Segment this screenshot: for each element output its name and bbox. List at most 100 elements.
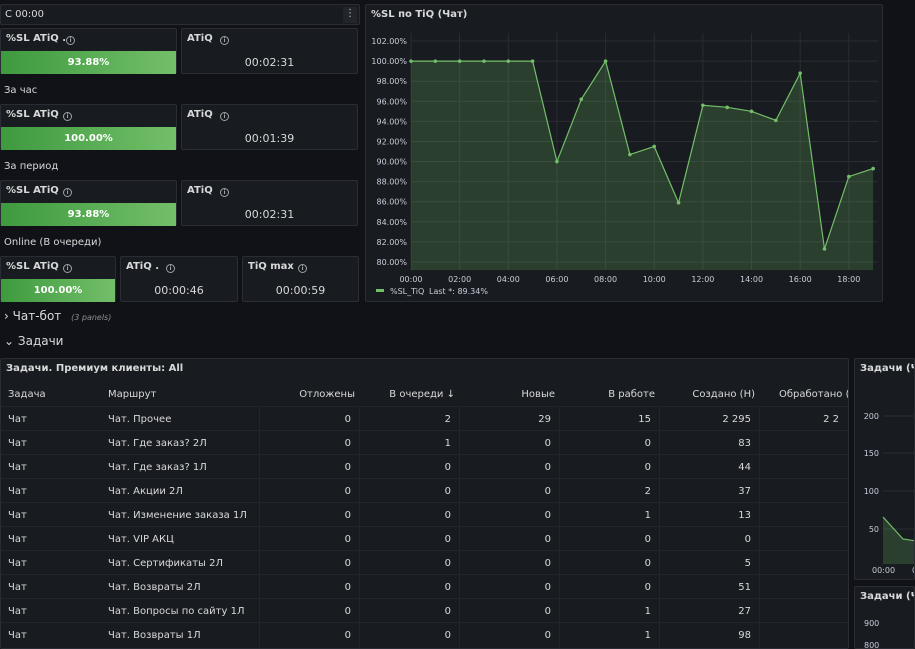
info-icon[interactable]: i	[298, 264, 307, 273]
y-tick-label: 84.00%	[376, 218, 407, 227]
column-divider	[359, 455, 360, 479]
table-cell: 2 2	[823, 414, 839, 425]
data-point	[506, 59, 511, 63]
column-divider	[659, 455, 660, 479]
table-cell: 27	[738, 606, 751, 617]
info-icon[interactable]: i	[63, 264, 72, 273]
data-point	[628, 152, 632, 157]
table-row[interactable]: Чат Чат. Прочее 0 2 29 15 2 295 2 2	[1, 406, 848, 431]
table-row[interactable]: Чат Чат. VIP АКЦ 0 0 0 0 0	[1, 526, 848, 551]
table-row[interactable]: Чат Чат. Сертификаты 2Л 0 0 0 0 5	[1, 550, 848, 575]
column-divider	[759, 503, 760, 527]
table-row[interactable]: Чат Чат. Вопросы по сайту 1Л 0 0 0 1 27	[1, 598, 848, 623]
column-divider	[759, 407, 760, 431]
table-cell: Чат. Акции 2Л	[108, 486, 183, 497]
series-line	[882, 516, 914, 542]
column-divider	[659, 479, 660, 503]
column-divider	[559, 623, 560, 647]
column-divider	[659, 431, 660, 455]
column-header[interactable]: Новые	[521, 389, 555, 400]
table-row[interactable]: Чат Чат. Где заказ? 1Л 0 0 0 0 44	[1, 454, 848, 479]
column-header[interactable]: В работе	[608, 389, 655, 400]
time-range-label: С 00:00	[5, 9, 44, 20]
column-divider	[459, 503, 460, 527]
data-point	[871, 166, 875, 171]
tasks-table-panel: Задачи. Премиум клиенты: All Задача Маршр…	[0, 358, 849, 649]
right-panel-tasks-chat-2: Задачи (Чат 900 800	[854, 586, 915, 649]
info-icon[interactable]: i	[63, 188, 72, 197]
table-cell: 0	[444, 630, 451, 641]
stat-panel-atiq-3: ATiQ i 00:02:31	[181, 180, 358, 226]
table-row[interactable]: Чат Чат. Изменение заказа 1Л 0 0 0 1 13	[1, 502, 848, 527]
stat-value: 00:02:31	[244, 56, 295, 69]
gauge-bar: 100.00%	[1, 279, 115, 302]
row-tasks-label: Задачи	[17, 334, 64, 348]
x-tick-label: 04:00	[497, 275, 520, 284]
stat-panel-atiq-1: ATiQ i 00:02:31	[181, 28, 358, 74]
section-label-hour: За час	[4, 85, 38, 96]
info-icon[interactable]: i	[220, 188, 229, 197]
info-icon[interactable]: i	[220, 112, 229, 121]
info-icon[interactable]: i	[220, 36, 229, 45]
row-tasks[interactable]: ⌄ Задачи	[4, 334, 63, 348]
legend-last: Last *: 89.34%	[429, 287, 488, 296]
y-tick-label: 150	[864, 449, 879, 458]
table-cell: Чат	[8, 630, 27, 641]
y-tick-label: 102.00%	[371, 37, 407, 46]
table-cell: 0	[344, 462, 351, 473]
table-cell: 2 295	[722, 414, 751, 425]
column-header[interactable]: Обработано (I	[779, 389, 849, 400]
chevron-right-icon: ›	[4, 309, 9, 323]
column-divider	[459, 455, 460, 479]
table-row[interactable]: Чат Чат. Акции 2Л 0 0 0 2 37	[1, 478, 848, 503]
data-point	[482, 59, 486, 63]
table-title: Задачи. Премиум клиенты: All	[6, 363, 184, 374]
column-divider	[459, 527, 460, 551]
info-icon[interactable]: i	[166, 264, 175, 273]
series-area	[883, 517, 914, 564]
column-divider	[259, 455, 260, 479]
column-header[interactable]: Отложены	[299, 389, 355, 400]
y-tick-label: 100.00%	[371, 57, 407, 66]
table-cell: 0	[344, 534, 351, 545]
column-divider	[259, 551, 260, 575]
sl-tiq-chart: 102.00% 100.00% 98.00% 96.00% 94.00% 92.00% 90…	[371, 33, 878, 296]
column-divider	[459, 551, 460, 575]
column-divider	[759, 455, 760, 479]
table-cell: Чат. Прочее	[108, 414, 172, 425]
info-icon[interactable]: i	[63, 112, 72, 121]
table-row[interactable]: Чат Чат. Возвраты 2Л 0 0 0 0 51	[1, 574, 848, 599]
table-header: Задача Маршрут Отложены В очереди ↓ Новые В р…	[1, 381, 849, 403]
y-tick-label: 90.00%	[376, 158, 407, 167]
table-cell: 51	[738, 582, 751, 593]
column-divider	[459, 623, 460, 647]
table-cell: 0	[344, 606, 351, 617]
column-divider	[259, 503, 260, 527]
kebab-menu-icon[interactable]: ⋮	[343, 7, 357, 23]
column-divider	[559, 455, 560, 479]
x-tick-label: 16:00	[789, 275, 812, 284]
table-cell: 29	[538, 414, 551, 425]
column-divider	[659, 503, 660, 527]
stat-panel-tiq-max: TiQ max i 00:00:59	[242, 256, 359, 302]
y-tick: 800	[864, 641, 880, 649]
row-chatbot-panels: (3 panels)	[71, 313, 112, 322]
table-cell: 1	[644, 606, 651, 617]
panel-title: ATiQ	[187, 109, 213, 120]
table-row[interactable]: Чат Чат. Где заказ? 2Л 0 1 0 0 83	[1, 430, 848, 455]
row-chatbot[interactable]: › Чат-бот (3 panels)	[4, 309, 111, 323]
column-header[interactable]: Создано (Н)	[692, 389, 755, 400]
column-header[interactable]: Маршрут	[108, 389, 157, 400]
data-point	[579, 97, 584, 102]
info-icon[interactable]: i	[66, 36, 75, 45]
data-point	[457, 59, 462, 63]
column-header[interactable]: Задача	[8, 389, 46, 400]
column-divider	[559, 599, 560, 623]
column-divider	[259, 479, 260, 503]
table-row[interactable]: Чат Чат. Возвраты 1Л 0 0 0 1 98	[1, 622, 848, 647]
column-header[interactable]: В очереди ↓	[389, 389, 455, 400]
column-divider	[459, 407, 460, 431]
column-divider	[559, 503, 560, 527]
table-cell: 2	[644, 486, 651, 497]
y-tick-label: 80.00%	[376, 258, 407, 267]
